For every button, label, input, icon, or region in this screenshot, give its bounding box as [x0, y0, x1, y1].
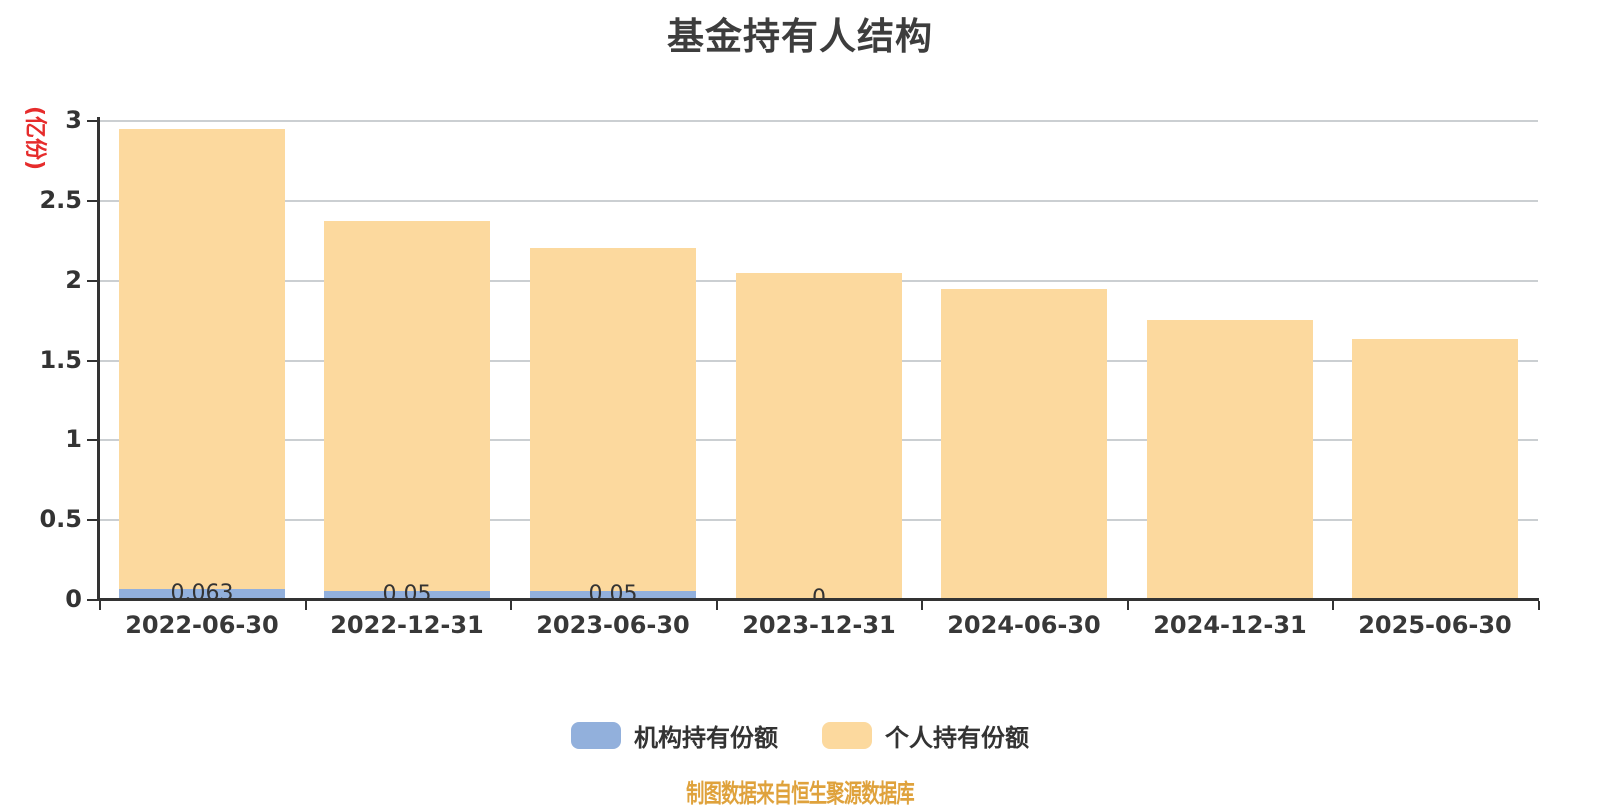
- bar-segment-institutional[interactable]: [530, 591, 696, 599]
- y-axis-tick: [87, 280, 98, 282]
- gridline: [99, 120, 1538, 122]
- x-axis-label: 2023-06-30: [536, 611, 690, 639]
- gridline: [99, 200, 1538, 202]
- bar-segment-institutional[interactable]: [324, 591, 490, 599]
- x-axis-label: 2024-12-31: [1153, 611, 1307, 639]
- x-axis-tick: [510, 601, 512, 610]
- x-axis-tick: [1127, 601, 1129, 610]
- y-axis-tick: [87, 360, 98, 362]
- footer-attribution: 制图数据来自恒生聚源数据库: [686, 779, 915, 808]
- x-axis-tick: [1538, 601, 1540, 610]
- x-axis-line: [97, 598, 1539, 601]
- bar-segment-individual[interactable]: [1147, 320, 1313, 599]
- y-axis-tick: [87, 519, 98, 521]
- bar-value-label: 0.05: [588, 582, 638, 600]
- y-axis-tick: [87, 599, 98, 601]
- y-tick-label: 3: [65, 106, 82, 134]
- legend-label: 个人持有份额: [885, 724, 1029, 752]
- bar-segment-individual[interactable]: [530, 248, 696, 591]
- chart-title: 基金持有人结构: [667, 15, 933, 58]
- chart-legend: 机构持有份额 个人持有份额: [0, 718, 1600, 753]
- x-axis-tick: [99, 601, 101, 610]
- y-tick-label: 1: [65, 425, 82, 453]
- x-axis-label: 2022-12-31: [330, 611, 484, 639]
- x-axis-tick: [1332, 601, 1334, 610]
- x-axis-tick: [716, 601, 718, 610]
- y-tick-label: 2: [65, 266, 82, 294]
- bar-segment-individual[interactable]: [119, 129, 285, 589]
- bar-segment-individual[interactable]: [736, 273, 902, 599]
- bar-segment-individual[interactable]: [941, 289, 1107, 599]
- legend-item-individual[interactable]: 个人持有份额: [822, 718, 1029, 753]
- bar-value-label: 0.063: [170, 581, 234, 600]
- y-axis-tick: [87, 120, 98, 122]
- legend-swatch: [822, 722, 872, 749]
- bar-segment-individual[interactable]: [324, 221, 490, 591]
- x-axis-label: 2025-06-30: [1358, 611, 1512, 639]
- bar-value-label: 0: [812, 586, 826, 600]
- x-axis-tick: [921, 601, 923, 610]
- legend-item-institutional[interactable]: 机构持有份额: [571, 718, 778, 753]
- y-axis-tick: [87, 439, 98, 441]
- bar-value-label: 0.05: [382, 582, 432, 600]
- y-axis-tick: [87, 200, 98, 202]
- legend-label: 机构持有份额: [634, 724, 778, 752]
- x-axis-label: 2023-12-31: [742, 611, 896, 639]
- y-tick-label: 2.5: [39, 186, 82, 214]
- y-tick-label: 0.5: [39, 505, 82, 533]
- x-axis-label: 2024-06-30: [947, 611, 1101, 639]
- x-axis-label: 2022-06-30: [125, 611, 279, 639]
- y-tick-label: 0: [65, 585, 82, 613]
- y-axis-line: [97, 117, 100, 601]
- legend-swatch: [571, 722, 621, 749]
- bar-segment-institutional[interactable]: [119, 589, 285, 599]
- plot-area: 0.063 0.05 0.05 0: [99, 120, 1538, 599]
- bar-segment-individual[interactable]: [1352, 339, 1518, 599]
- y-tick-label: 1.5: [39, 346, 82, 374]
- x-axis-tick: [305, 601, 307, 610]
